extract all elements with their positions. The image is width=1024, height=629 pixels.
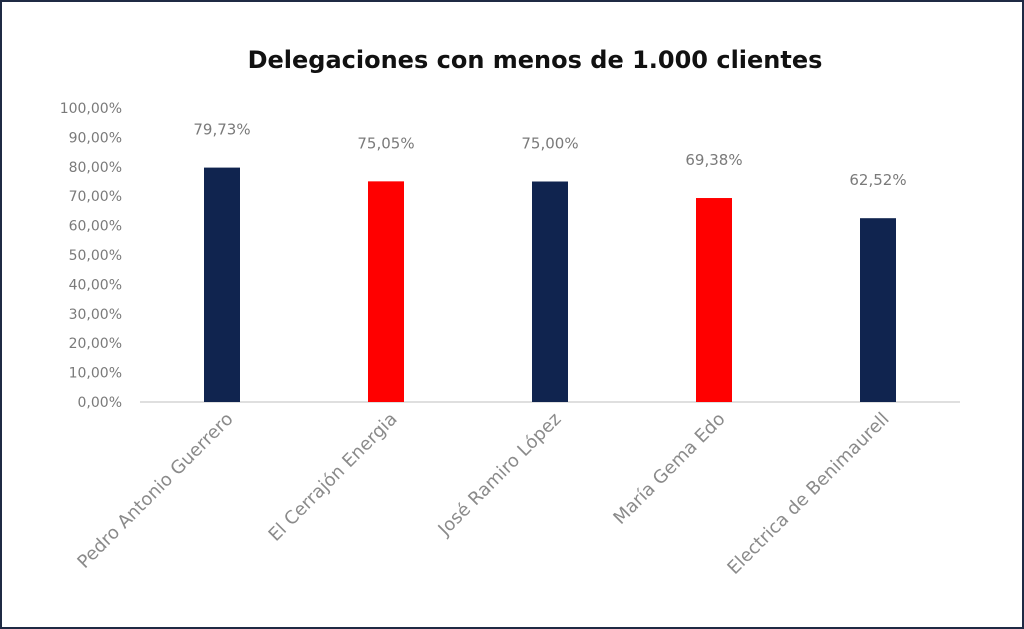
y-tick-label: 60,00%: [69, 219, 122, 235]
y-tick-label: 10,00%: [69, 366, 122, 382]
x-tick-label: José Ramiro López: [434, 409, 566, 541]
y-tick-label: 50,00%: [69, 248, 122, 264]
x-tick-label: Electrica de Benimaurell: [723, 409, 893, 579]
y-tick-label: 30,00%: [69, 307, 122, 323]
y-tick-label: 70,00%: [69, 189, 122, 205]
data-label: 75,05%: [357, 134, 414, 152]
data-label: 62,52%: [849, 171, 906, 189]
y-tick-label: 40,00%: [69, 277, 122, 293]
bar: [696, 198, 732, 402]
bar: [368, 181, 404, 402]
y-tick-label: 20,00%: [69, 336, 122, 352]
y-tick-label: 100,00%: [60, 101, 122, 117]
data-label: 69,38%: [685, 151, 742, 169]
bar: [860, 218, 896, 402]
y-tick-label: 80,00%: [69, 160, 122, 176]
x-tick-label: Pedro Antonio Guerrero: [73, 409, 237, 573]
data-label: 75,00%: [521, 135, 578, 153]
bar: [204, 167, 240, 402]
y-tick-label: 90,00%: [69, 130, 122, 146]
data-label: 79,73%: [193, 121, 250, 139]
y-tick-label: 0,00%: [78, 395, 122, 411]
bar: [532, 181, 568, 402]
chart-title: Delegaciones con menos de 1.000 clientes: [247, 46, 823, 74]
x-tick-label: El Cerrajón Energia: [265, 409, 402, 546]
x-tick-label: María Gema Edo: [609, 409, 729, 529]
